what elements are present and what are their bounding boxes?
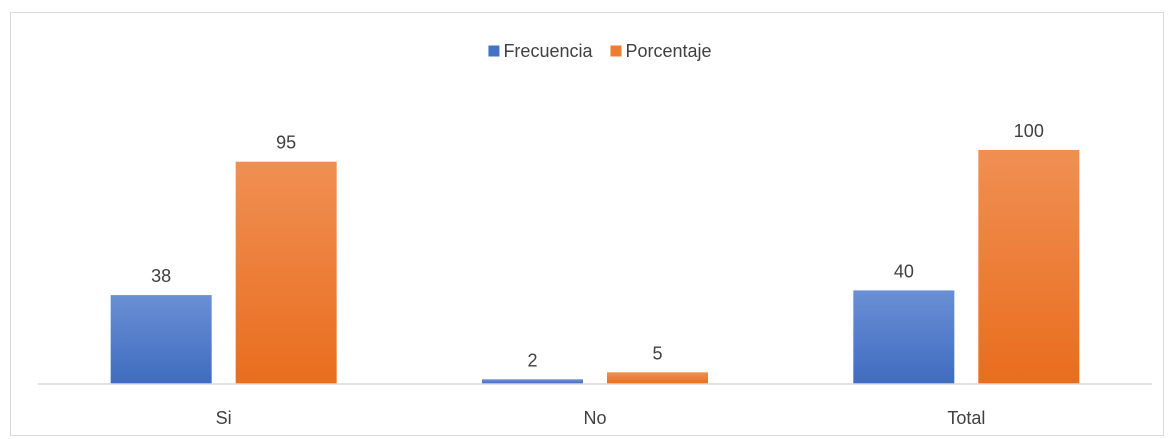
data-label-porcentaje-no: 5 bbox=[652, 343, 662, 363]
data-label-frecuencia-total: 40 bbox=[894, 261, 914, 281]
data-label-frecuencia-no: 2 bbox=[527, 350, 537, 370]
data-label-porcentaje-si: 95 bbox=[276, 133, 296, 153]
bar-porcentaje-total bbox=[978, 150, 1080, 384]
bar-frecuencia-no bbox=[482, 379, 583, 384]
legend-label-porcentaje: Porcentaje bbox=[625, 41, 711, 61]
legend-label-frecuencia: Frecuencia bbox=[503, 41, 593, 61]
x-tick-label-total: Total bbox=[947, 408, 985, 428]
legend-swatch-porcentaje bbox=[610, 45, 622, 57]
data-label-frecuencia-si: 38 bbox=[151, 266, 171, 286]
legend: Frecuencia Porcentaje bbox=[488, 41, 712, 61]
bars bbox=[110, 150, 1080, 384]
bar-porcentaje-no bbox=[607, 372, 708, 384]
x-tick-label-si: Si bbox=[216, 408, 232, 428]
x-tick-label-no: No bbox=[583, 408, 606, 428]
bar-frecuencia-total bbox=[853, 290, 955, 384]
data-labels: 38 95 2 5 40 100 bbox=[151, 121, 1044, 370]
legend-swatch-frecuencia bbox=[488, 45, 500, 57]
x-tick-labels: Si No Total bbox=[216, 408, 986, 428]
data-label-porcentaje-total: 100 bbox=[1014, 121, 1044, 141]
bar-porcentaje-si bbox=[235, 161, 337, 384]
bar-frecuencia-si bbox=[110, 295, 212, 384]
